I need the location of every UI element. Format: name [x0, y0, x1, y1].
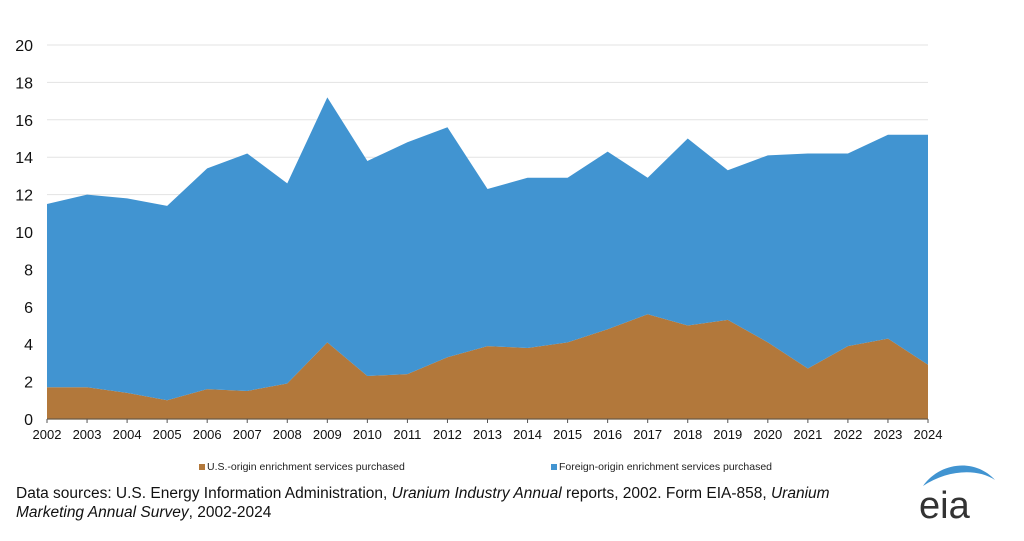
x-tick-label: 2003: [73, 427, 102, 442]
area-series-0: [47, 314, 928, 419]
x-tick-label: 2023: [873, 427, 902, 442]
x-tick-label: 2016: [593, 427, 622, 442]
source-title-italic: Uranium Marketing Annual Survey: [16, 485, 830, 521]
x-tick-label: 2012: [433, 427, 462, 442]
x-tick-label: 2020: [753, 427, 782, 442]
legend-label-foreign: Foreign-origin enrichment services purch…: [559, 461, 773, 473]
areas: [47, 97, 928, 419]
x-tick-label: 2006: [193, 427, 222, 442]
svg-text:eia: eia: [919, 485, 971, 525]
eia-logo: eia: [919, 465, 995, 525]
area-series-1: [47, 97, 928, 401]
y-tick-label: 20: [15, 38, 33, 55]
x-tick-label: 2008: [273, 427, 302, 442]
y-tick-label: 12: [15, 188, 33, 205]
x-tick-label: 2005: [153, 427, 182, 442]
x-tick-label: 2015: [553, 427, 582, 442]
source-text: Data sources: U.S. Energy Information Ad…: [16, 485, 392, 502]
legend-swatch-us: [199, 464, 205, 470]
y-tick-label: 2: [24, 375, 33, 392]
x-tick-label: 2007: [233, 427, 262, 442]
x-tick-label: 2017: [633, 427, 662, 442]
x-tick-label: 2010: [353, 427, 382, 442]
source-text: , 2002-2024: [188, 504, 272, 521]
legend-swatch-foreign: [551, 464, 557, 470]
y-tick-label: 6: [24, 300, 33, 317]
x-tick-label: 2013: [473, 427, 502, 442]
legend-item-us: U.S.-origin enrichment services purchase…: [199, 461, 405, 473]
y-tick-label: 14: [15, 150, 33, 167]
y-tick-label: 0: [24, 412, 33, 429]
x-tick-label: 2019: [713, 427, 742, 442]
axes: 0 2 4 6 8 10 12 14 16 18 20 2002 2003 2004 2005 2006 200…: [15, 38, 942, 442]
data-source-note: Data sources: U.S. Energy Information Ad…: [16, 484, 876, 522]
y-tick-label: 10: [15, 225, 33, 242]
x-tick-label: 2011: [393, 427, 421, 442]
source-text: reports, 2002. Form EIA-858,: [561, 485, 771, 502]
x-tick-label: 2009: [313, 427, 342, 442]
stacked-area-chart: 0 2 4 6 8 10 12 14 16 18 20 2002 2003 2004 2005 2006 200…: [15, 38, 942, 442]
x-tick-label: 2024: [914, 427, 943, 442]
source-title-italic: Uranium Industry Annual: [391, 485, 562, 502]
x-tick-label: 2004: [113, 427, 142, 442]
y-tick-label: 18: [15, 75, 33, 92]
legend-label-us: U.S.-origin enrichment services purchase…: [207, 461, 405, 473]
y-tick-label: 8: [24, 262, 33, 279]
x-tick-label: 2002: [33, 427, 62, 442]
x-tick-label: 2014: [513, 427, 542, 442]
x-tick-label: 2018: [673, 427, 702, 442]
x-tick-label: 2021: [793, 427, 822, 442]
x-tick-label: 2022: [833, 427, 862, 442]
legend-item-foreign: Foreign-origin enrichment services purch…: [551, 461, 772, 473]
y-tick-label: 16: [15, 113, 33, 130]
y-tick-label: 4: [24, 337, 33, 354]
